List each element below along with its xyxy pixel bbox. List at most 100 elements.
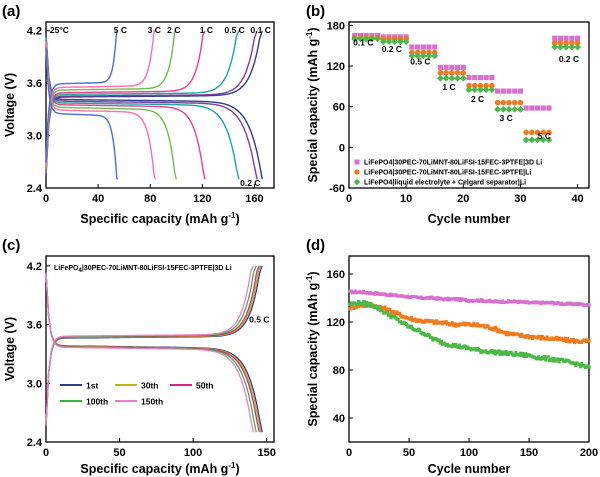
panel-b-point-s2 xyxy=(557,43,564,51)
panel-b-xtick-label: 20 xyxy=(457,193,469,205)
panel-b-point-s2 xyxy=(471,86,479,94)
panel-a-charge-curve-3 xyxy=(45,30,206,172)
panel-d-point-s2 xyxy=(430,335,434,340)
panel-b-legend-marker-2 xyxy=(353,178,361,186)
panel-b-point-s2 xyxy=(442,74,450,82)
panel-d-ytick-label: 40 xyxy=(333,413,345,425)
panel-b-point-s1 xyxy=(449,70,455,76)
panel-d-point-s2 xyxy=(369,301,373,306)
panel-b-point-s2 xyxy=(357,35,364,43)
panel-b-legend-label-1: LiFePO4|30PEC-70LiMNT-80LiFSI-15FEC-3PTF… xyxy=(364,170,531,177)
panel-b-point-s0 xyxy=(483,74,489,81)
panel-c-label: (c) xyxy=(2,237,20,254)
panel-b-point-s0 xyxy=(574,35,581,41)
panel-d-point-s2 xyxy=(405,323,409,327)
panel-d-point-s2 xyxy=(513,353,517,357)
panel-b-point-s1 xyxy=(523,129,529,136)
panel-c-annotation-0: 0.5 C xyxy=(249,315,269,325)
panel-b-point-s2 xyxy=(522,136,530,144)
panel-b-ytick-label: -60 xyxy=(329,183,345,195)
panel-c-ytick-label: 3.6 xyxy=(27,320,42,332)
panel-d-point-s2 xyxy=(519,351,523,355)
panel-d-xtick-label: 200 xyxy=(580,447,598,459)
panel-b-point-s1 xyxy=(489,82,495,89)
panel-b-point-s1 xyxy=(517,99,524,106)
panel-b-point-s0 xyxy=(466,74,472,81)
panel-b-point-s0 xyxy=(552,35,558,41)
panel-d-point-s2 xyxy=(580,362,584,366)
panel-d-point-s1 xyxy=(539,337,543,341)
panel-d-point-s1 xyxy=(531,336,535,340)
panel-b-point-s0 xyxy=(489,74,495,81)
panel-b-point-s2 xyxy=(431,52,439,60)
panel-d-point-s2 xyxy=(484,349,488,353)
panel-d-point-s2 xyxy=(514,350,518,355)
panel-d-point-s1 xyxy=(555,335,559,340)
panel-d-xtick-label: 100 xyxy=(460,447,478,459)
panel-a-charge-curve-5 xyxy=(45,30,156,167)
panel-d-point-s2 xyxy=(474,348,478,352)
panel-b-point-s2 xyxy=(568,43,576,51)
panel-d-point-s2 xyxy=(501,352,505,356)
panel-b-point-s2 xyxy=(385,38,393,46)
panel-b-point-s1 xyxy=(569,40,575,46)
panel-a-charge-curve-0 xyxy=(45,30,263,176)
panel-a-annotation-3: 2 C xyxy=(167,25,180,35)
panel-a-annotation-7: 0.2 C xyxy=(240,178,260,188)
panel-d-point-s1 xyxy=(382,307,386,311)
panel-d-point-s2 xyxy=(355,302,359,306)
panel-b-point-s1 xyxy=(563,40,569,46)
panel-a-annotation-6: 0.1 C xyxy=(251,25,271,35)
panel-a-charge-curve-2 xyxy=(45,30,240,174)
panel-d-point-s1 xyxy=(505,330,509,335)
panel-b-point-s0 xyxy=(443,64,449,70)
panel-b-point-s1 xyxy=(551,40,558,46)
panel-b-point-s2 xyxy=(437,74,444,82)
panel-d-ylabel: Special capacity (mAh g-1) xyxy=(305,271,320,426)
panel-c-legend-label-2: 50th xyxy=(196,381,213,391)
panel-b-point-s1 xyxy=(506,99,512,106)
panel-d-point-s1 xyxy=(384,308,388,312)
panel-a-ylabel: Voltage (V) xyxy=(3,73,17,137)
panel-b-point-s1 xyxy=(511,99,518,106)
panel-d-point-s1 xyxy=(564,339,568,344)
panel-d-plot: 0 50 100 150 200 40 80 120 160 xyxy=(327,269,599,459)
panel-d-point-s2 xyxy=(377,305,381,310)
panel-b-point-s1 xyxy=(443,70,449,76)
panel-d-point-s2 xyxy=(381,309,385,313)
panel-a-xtick-label: 40 xyxy=(92,193,104,205)
panel-d-point-s2 xyxy=(503,352,507,356)
panel-d-point-s2 xyxy=(509,350,513,354)
panel-b-point-s2 xyxy=(534,136,541,144)
panel-c-xtick-label: 100 xyxy=(184,447,202,459)
panel-b-point-s2 xyxy=(391,38,399,46)
panel-d-point-s1 xyxy=(435,319,439,323)
panel-b-rate-label-4: 2 C xyxy=(471,94,484,104)
panel-a-annotation-0: 25°C xyxy=(50,25,69,35)
panel-b-point-s1 xyxy=(460,70,467,76)
panel-d-point-s2 xyxy=(582,364,586,368)
panel-a-ytick-label: 3.6 xyxy=(27,78,42,90)
panel-d-point-s2 xyxy=(454,342,458,347)
panel-d-point-s2 xyxy=(535,357,539,361)
panel-b-point-s2 xyxy=(488,86,496,94)
panel-b-point-s0 xyxy=(534,105,541,111)
panel-a-label: (a) xyxy=(2,3,20,20)
panel-d-point-s1 xyxy=(520,332,524,336)
panel-c-ytick-label: 3.0 xyxy=(27,378,42,390)
panel-b-point-s0 xyxy=(512,88,518,94)
panel-d-point-s2 xyxy=(427,334,431,338)
panel-a-plot: 0 40 80 120 160 2.4 3.0 3.6 4.2 25°C 5 C 3 C 2 C 1 C 0… xyxy=(27,25,271,205)
panel-d-point-s1 xyxy=(471,323,475,328)
panel-d-point-s2 xyxy=(463,344,467,348)
panel-d-point-s1 xyxy=(450,321,454,325)
panel-d-point-s1 xyxy=(394,312,398,316)
panel-a-ytick-label: 3.0 xyxy=(27,131,42,143)
panel-d-point-s1 xyxy=(556,338,560,342)
panel-b-point-s2 xyxy=(511,106,519,113)
panel-d-point-s2 xyxy=(502,350,506,354)
panel-b-point-s1 xyxy=(534,129,541,136)
panel-b-point-s0 xyxy=(557,35,564,41)
panel-d-point-s1 xyxy=(529,334,533,339)
